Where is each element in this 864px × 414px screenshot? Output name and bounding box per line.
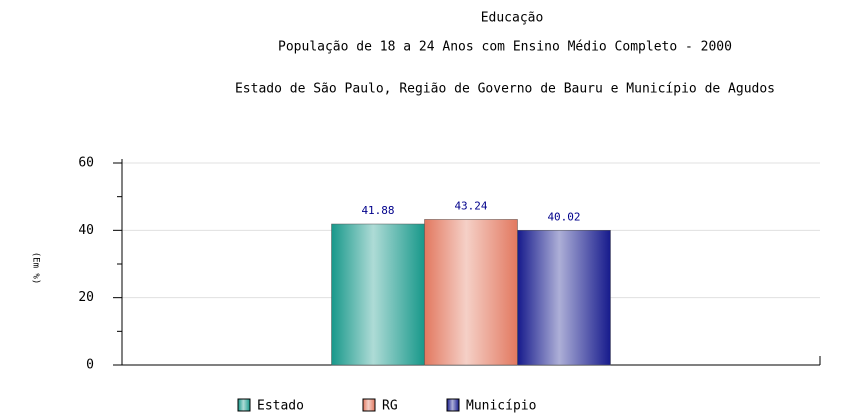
- legend-swatch: [237, 398, 251, 412]
- chart-title: Educação: [481, 11, 544, 26]
- value-label: 40.02: [547, 210, 580, 223]
- y-tick-label: 40: [78, 223, 94, 238]
- legend-label: RG: [382, 399, 398, 414]
- y-tick-label: 0: [86, 358, 94, 373]
- y-tick-label: 20: [78, 290, 94, 305]
- bar: [424, 219, 518, 366]
- y-tick-label: 60: [78, 156, 94, 171]
- value-label: 41.88: [361, 204, 394, 217]
- legend-swatch: [446, 398, 460, 412]
- legend-label: Município: [466, 399, 536, 414]
- bar: [517, 230, 611, 366]
- bar: [331, 223, 425, 366]
- chart-subtitle: População de 18 a 24 Anos com Ensino Méd…: [278, 40, 732, 55]
- legend-label: Estado: [257, 399, 304, 414]
- value-label: 43.24: [454, 199, 487, 212]
- legend-swatch: [362, 398, 376, 412]
- y-axis-label: (Em %): [31, 252, 41, 285]
- chart-subtitle: Estado de São Paulo, Região de Governo d…: [235, 82, 775, 97]
